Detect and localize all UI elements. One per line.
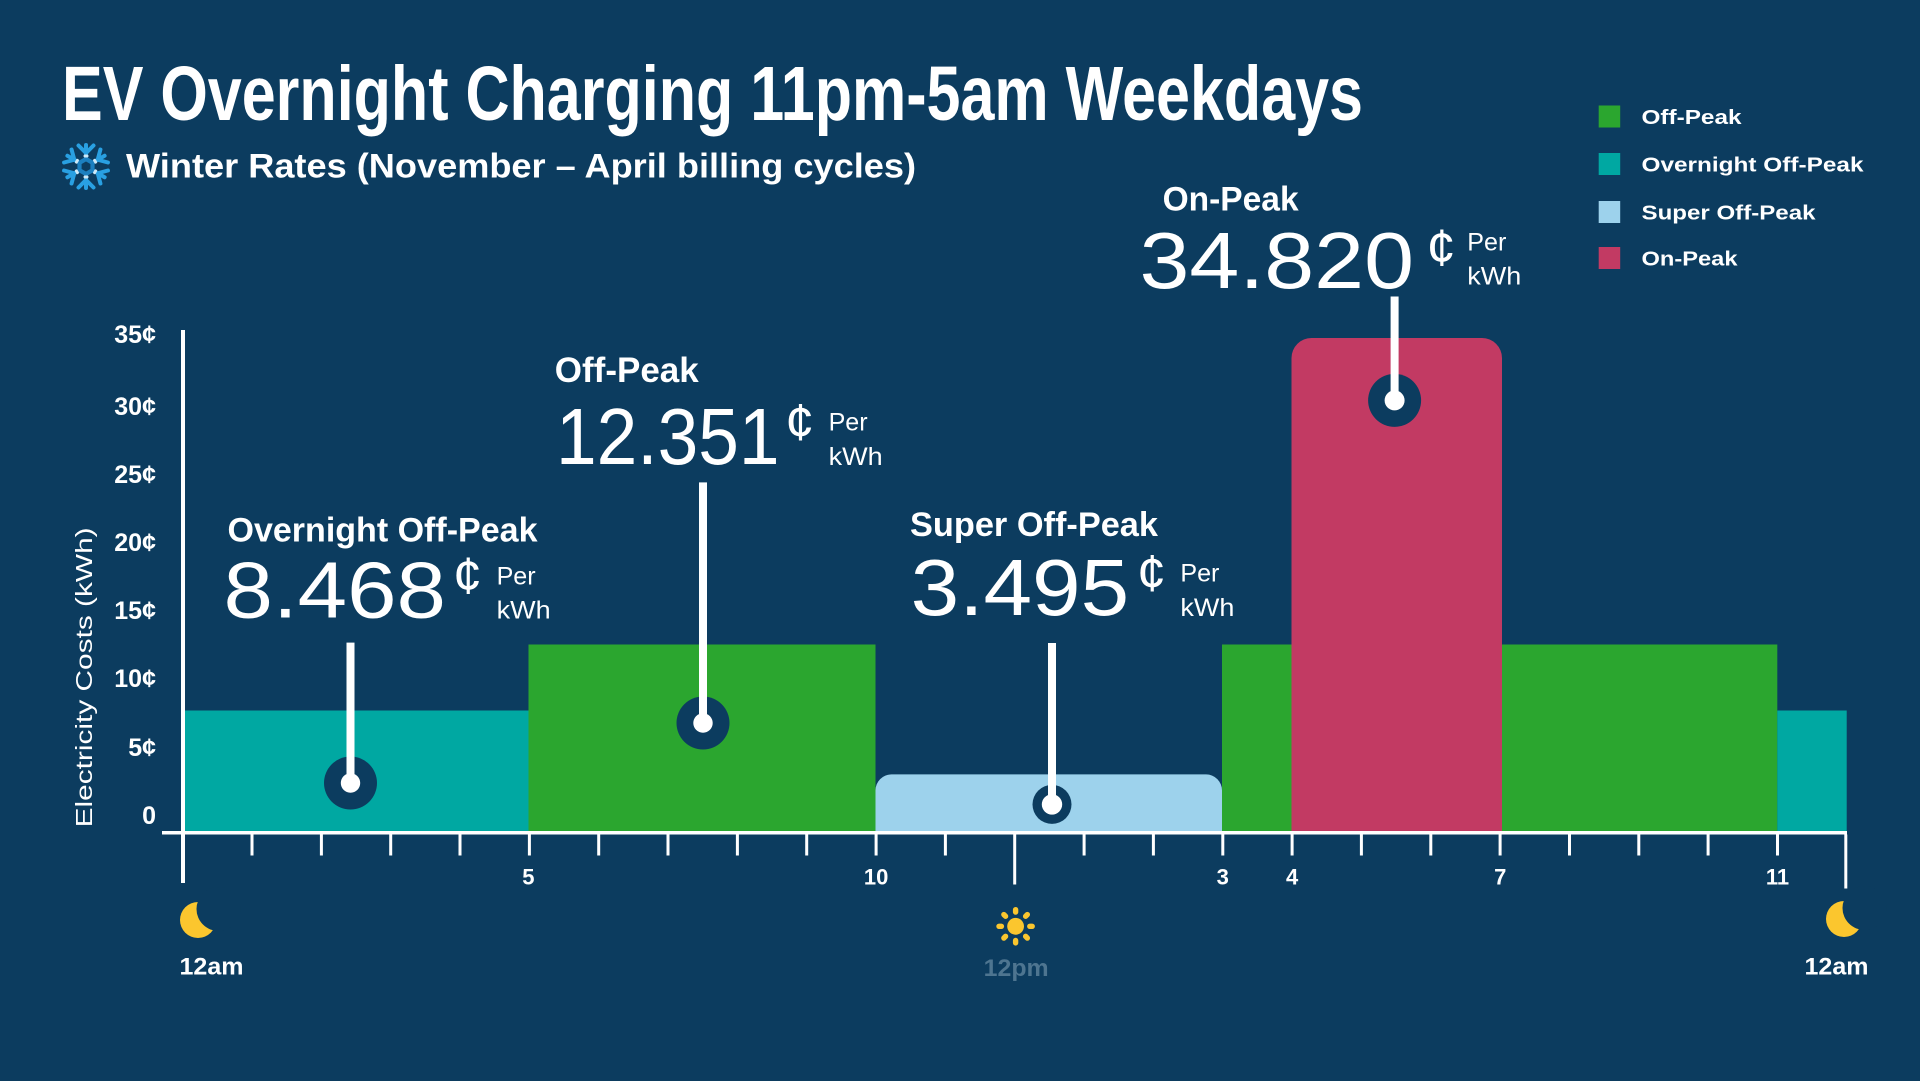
svg-text:35¢: 35¢ xyxy=(114,321,156,349)
svg-text:12.351: 12.351 xyxy=(556,392,780,481)
svg-text:Overnight Off-Peak: Overnight Off-Peak xyxy=(1642,154,1865,176)
svg-text:kWh: kWh xyxy=(829,443,883,471)
svg-text:25¢: 25¢ xyxy=(114,461,156,489)
svg-text:7: 7 xyxy=(1494,864,1506,889)
svg-text:15¢: 15¢ xyxy=(114,597,156,625)
svg-text:30¢: 30¢ xyxy=(114,393,156,421)
svg-text:5: 5 xyxy=(522,864,534,889)
svg-text:Off-Peak: Off-Peak xyxy=(555,351,699,390)
svg-text:¢: ¢ xyxy=(785,394,814,452)
svg-text:34.820: 34.820 xyxy=(1140,216,1415,305)
svg-text:¢: ¢ xyxy=(453,547,482,605)
svg-text:kWh: kWh xyxy=(497,597,551,625)
svg-text:0: 0 xyxy=(142,802,156,830)
svg-text:11: 11 xyxy=(1766,864,1789,889)
svg-text:10: 10 xyxy=(864,864,888,889)
svg-text:3.495: 3.495 xyxy=(911,543,1129,632)
svg-text:20¢: 20¢ xyxy=(114,529,156,557)
svg-text:Per: Per xyxy=(1467,228,1506,256)
svg-text:Super Off-Peak: Super Off-Peak xyxy=(1642,202,1817,224)
svg-text:Super Off-Peak: Super Off-Peak xyxy=(910,506,1158,544)
svg-text:Electricity Costs (kWh): Electricity Costs (kWh) xyxy=(71,527,97,827)
svg-text:12am: 12am xyxy=(180,954,244,981)
svg-text:4: 4 xyxy=(1286,864,1299,889)
svg-text:kWh: kWh xyxy=(1180,594,1234,622)
svg-text:3: 3 xyxy=(1217,864,1229,889)
svg-text:kWh: kWh xyxy=(1467,262,1521,290)
svg-text:Winter Rates (November – April: Winter Rates (November – April billing c… xyxy=(126,147,916,185)
svg-text:12am: 12am xyxy=(1805,954,1869,981)
svg-text:EV Overnight Charging 11pm-5am: EV Overnight Charging 11pm-5am Weekdays xyxy=(62,51,1363,137)
svg-text:5¢: 5¢ xyxy=(128,734,156,762)
svg-text:On-Peak: On-Peak xyxy=(1642,248,1739,270)
svg-text:8.468: 8.468 xyxy=(224,546,447,635)
svg-text:¢: ¢ xyxy=(1427,219,1456,277)
svg-text:Overnight Off-Peak: Overnight Off-Peak xyxy=(228,512,538,550)
svg-text:On-Peak: On-Peak xyxy=(1163,181,1299,219)
svg-text:Per: Per xyxy=(829,409,868,437)
svg-text:Per: Per xyxy=(1180,560,1219,588)
svg-text:Off-Peak: Off-Peak xyxy=(1642,107,1743,129)
svg-text:Per: Per xyxy=(497,562,536,590)
svg-text:10¢: 10¢ xyxy=(114,665,156,693)
svg-text:12pm: 12pm xyxy=(984,955,1049,982)
svg-text:¢: ¢ xyxy=(1137,545,1166,603)
